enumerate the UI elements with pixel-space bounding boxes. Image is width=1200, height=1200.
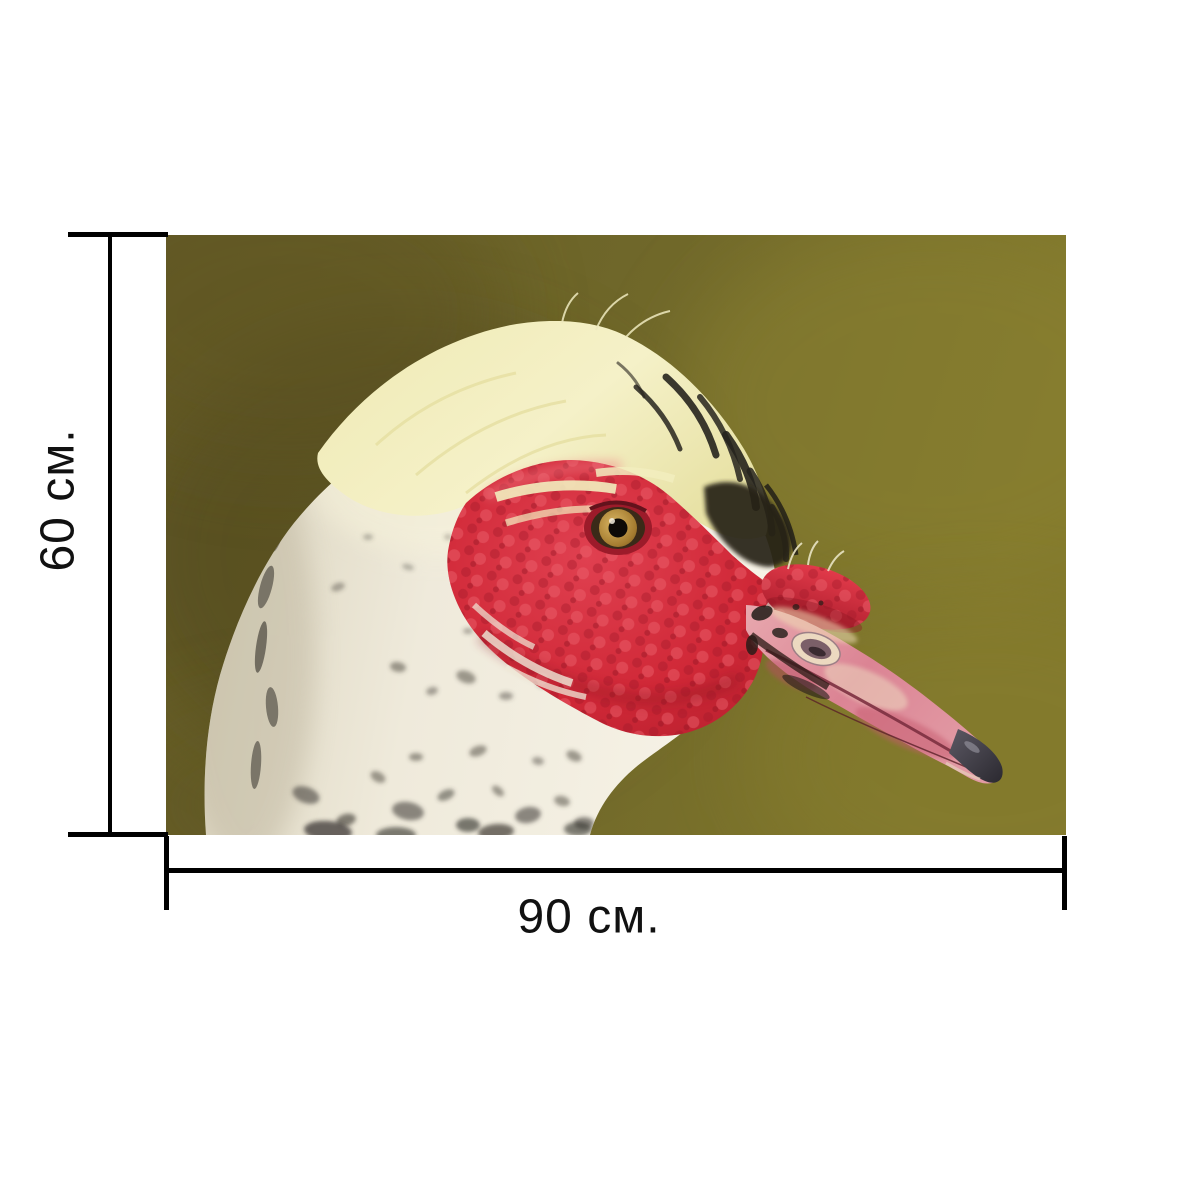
nostril bbox=[791, 631, 841, 667]
duck-photo bbox=[166, 235, 1066, 835]
width-dimension-left-tick bbox=[164, 836, 169, 910]
back-edge-streaks bbox=[250, 521, 285, 789]
height-dimension-bottom-tick bbox=[68, 832, 168, 837]
cheek-fluff bbox=[471, 602, 587, 700]
height-dimension-label: 60 см. bbox=[31, 428, 85, 572]
height-dimension-top-tick bbox=[68, 232, 168, 237]
black-tuft bbox=[704, 482, 792, 567]
duck-photo-svg bbox=[166, 235, 1066, 835]
width-dimension-right-tick bbox=[1062, 836, 1067, 910]
eyelid-line bbox=[589, 500, 647, 513]
bristle-feathers bbox=[787, 540, 845, 572]
width-dimension-label: 90 см. bbox=[517, 890, 661, 944]
beak-nail bbox=[949, 729, 1003, 783]
flyaway-feathers bbox=[561, 292, 671, 338]
gape-shadow bbox=[748, 632, 830, 691]
duck-eye bbox=[584, 500, 652, 555]
duck-face-mask bbox=[447, 460, 799, 737]
duck-beak bbox=[746, 600, 1003, 784]
crest-feather-lines bbox=[374, 371, 607, 495]
plumage-dark-patches bbox=[304, 820, 592, 835]
width-dimension-line bbox=[164, 868, 1067, 873]
height-dimension-line bbox=[108, 233, 112, 835]
